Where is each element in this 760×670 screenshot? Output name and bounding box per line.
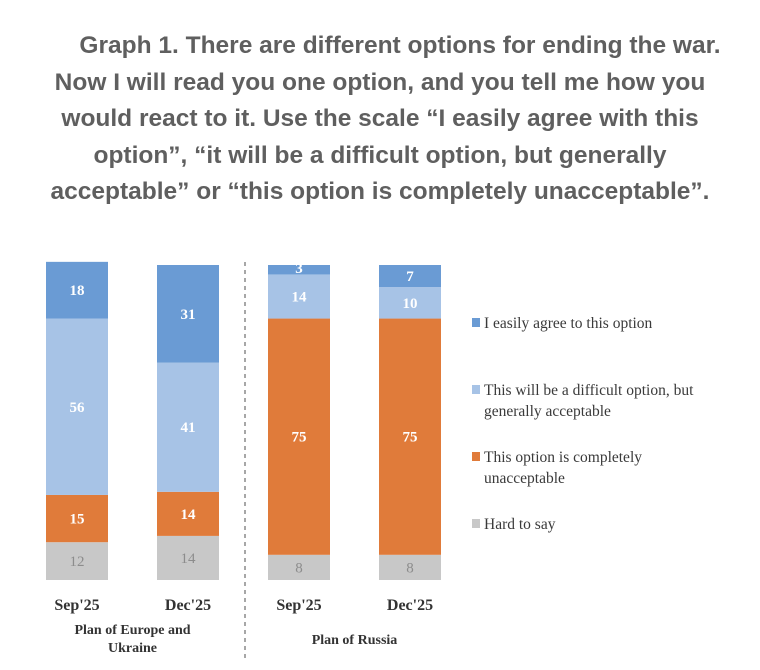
data-label: 10 [403, 296, 418, 312]
data-label: 8 [295, 560, 303, 576]
legend: I easily agree to this option This will b… [472, 315, 694, 533]
bar-segment [157, 362, 219, 492]
data-label: 14 [292, 290, 308, 306]
bar-segment [268, 274, 330, 319]
data-label: 8 [406, 560, 414, 576]
category-label: Sep'25 [276, 597, 321, 614]
bar-segment [268, 265, 330, 275]
bar-segment [379, 318, 441, 555]
data-label: 18 [70, 283, 85, 299]
data-label: 14 [181, 551, 197, 567]
title-line: Graph 1. There are different options for… [79, 32, 721, 59]
data-label: 15 [70, 512, 85, 528]
chart-title: Graph 1. There are different options for… [10, 28, 750, 211]
legend-label: I easily agree to this option [484, 315, 653, 332]
data-label: 56 [70, 400, 86, 416]
bar-segment [379, 265, 441, 288]
title-line: acceptable” or “this option is completel… [50, 178, 710, 205]
bar-segment [157, 265, 219, 363]
category-label: Dec'25 [165, 597, 211, 614]
group-label: Plan of Russia [312, 633, 398, 648]
category-label: Sep'25 [54, 597, 99, 614]
bar-segment [379, 554, 441, 580]
data-label: 75 [403, 430, 418, 446]
legend-swatch [472, 385, 480, 394]
bar-segment [157, 491, 219, 536]
data-label: 3 [295, 261, 303, 277]
data-label: 14 [181, 507, 197, 523]
data-label: 41 [181, 420, 196, 436]
bar-segment [46, 542, 108, 580]
title-line: would react to it. Use the scale “I easi… [61, 105, 699, 132]
bar-segment [268, 318, 330, 555]
bar-segment [46, 318, 108, 495]
data-label: 12 [70, 554, 85, 570]
category-label: Dec'25 [387, 597, 433, 614]
legend-label: This will be a difficult option, but [484, 382, 694, 399]
legend-swatch [472, 318, 480, 327]
group-label: Ukraine [108, 641, 157, 656]
x-axis-labels: Sep'25 Dec'25 Sep'25 Dec'25 Plan of Europe a… [54, 597, 433, 656]
legend-label: unacceptable [484, 470, 565, 487]
bar-segment [46, 494, 108, 543]
bar-segment [268, 554, 330, 580]
title-line: Now I will read you one option, and you … [54, 68, 706, 96]
bar-segment [157, 535, 219, 580]
title-line: option”, “it will be a difficult option,… [93, 141, 667, 169]
legend-label: generally acceptable [484, 403, 611, 420]
legend-label: This option is completely [484, 449, 642, 466]
bars-layer: 12 15 56 18 14 14 41 31 8 75 14 3 8 75 10 7 [46, 261, 441, 580]
data-label: 31 [181, 307, 196, 323]
legend-label: Hard to say [484, 516, 556, 533]
legend-swatch [472, 452, 480, 461]
data-label: 7 [406, 269, 414, 285]
data-label: 75 [292, 430, 307, 446]
legend-swatch [472, 519, 480, 528]
bar-segment [379, 287, 441, 319]
group-label: Plan of Europe and [74, 623, 190, 638]
bar-segment [46, 261, 108, 319]
